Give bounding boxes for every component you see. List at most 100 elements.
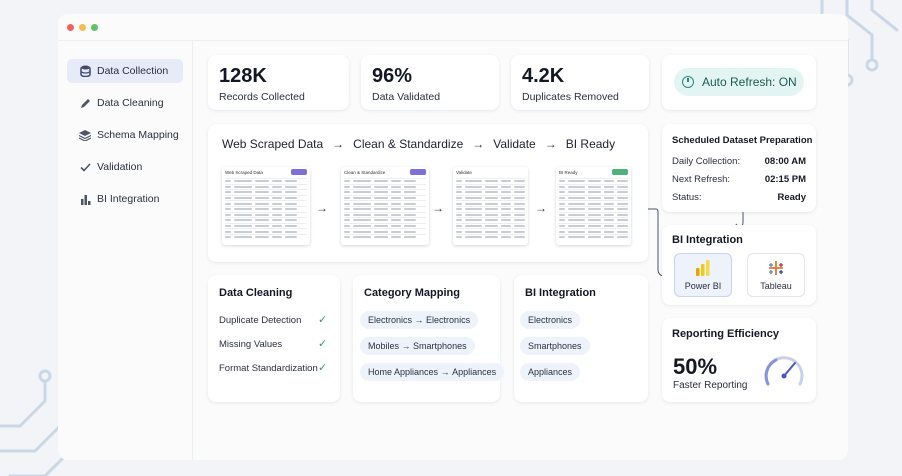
thumbnail-row xyxy=(456,183,525,190)
auto-refresh-toggle[interactable]: Auto Refresh: ON xyxy=(674,68,804,96)
thumbnail-bi-ready: BI Ready xyxy=(556,167,631,245)
thumbnail-row xyxy=(456,205,525,212)
thumbnail-row xyxy=(559,178,628,184)
sidebar-item-validation[interactable]: Validation xyxy=(67,155,183,179)
sidebar-item-schema-mapping[interactable]: Schema Mapping xyxy=(67,123,183,147)
stat-label: Duplicates Removed xyxy=(522,91,619,103)
thumbnail-table xyxy=(222,178,310,240)
thumbnail-row xyxy=(456,217,525,223)
thumbnail-row xyxy=(225,178,307,184)
stat-card-records: 128K Records Collected xyxy=(208,55,349,110)
status-value: Ready xyxy=(777,192,806,203)
stat-card-validated: 96% Data Validated xyxy=(361,55,499,110)
power-bi-button[interactable]: Power BI xyxy=(674,253,732,297)
pipeline-card: Web Scraped Data → Clean & Standardize →… xyxy=(208,124,648,262)
card-title: Data Cleaning xyxy=(219,287,293,299)
arrow-right-icon: → xyxy=(440,367,450,377)
status-badge xyxy=(291,169,307,175)
scheduled-dataset-card: Scheduled Dataset Preparation Daily Coll… xyxy=(662,124,816,212)
thumbnail-title: Clean & Standardize xyxy=(344,170,386,175)
pipeline-step: BI Ready xyxy=(565,137,616,151)
stat-value: 96% xyxy=(372,65,413,87)
app-window: Data Collection Data Cleaning Schema Map… xyxy=(58,14,848,460)
thumbnail-title: Validate xyxy=(456,170,472,175)
stat-label: Records Collected xyxy=(219,91,305,103)
bi-category-chip: Electronics xyxy=(520,311,581,329)
check-icon: ✓ xyxy=(318,314,328,326)
bi-integration-categories-card: BI Integration Electronics Smartphones A… xyxy=(514,275,648,402)
thumbnail-row xyxy=(559,217,628,223)
close-window-button[interactable] xyxy=(67,24,74,31)
thumbnail-row xyxy=(456,200,525,206)
status-badge xyxy=(410,169,426,175)
sidebar-item-label: Data Collection xyxy=(97,65,169,77)
titlebar-divider xyxy=(58,40,848,41)
thumbnail-row xyxy=(456,228,525,234)
arrow-right-icon: → xyxy=(535,201,547,215)
pipeline-step: Validate xyxy=(493,137,536,151)
schedule-label: Status: xyxy=(672,192,702,203)
thumbnail-row xyxy=(456,194,525,201)
schedule-row: Next Refresh: 02:15 PM xyxy=(672,174,806,185)
schedule-row: Daily Collection: 08:00 AM xyxy=(672,156,806,167)
efficiency-value: 50% xyxy=(673,354,718,379)
thumbnail-row xyxy=(344,222,426,229)
thumbnail-row xyxy=(559,228,628,234)
thumbnail-row xyxy=(559,222,628,229)
mapping-chip: Electronics → Electronics xyxy=(360,311,479,329)
schedule-label: Next Refresh: xyxy=(672,174,731,185)
sidebar-item-data-cleaning[interactable]: Data Cleaning xyxy=(67,91,183,115)
bi-integration-tools-card: BI Integration Power BI Tableau xyxy=(662,225,816,305)
pen-icon xyxy=(77,98,93,109)
efficiency-label: Faster Reporting xyxy=(673,380,748,391)
bi-category-chip: Appliances xyxy=(520,363,581,381)
layers-icon xyxy=(77,129,93,141)
thumbnail-title: Web Scraped Data xyxy=(225,170,263,175)
mapping-from: Home Appliances xyxy=(368,367,439,377)
thumbnail-row xyxy=(344,211,426,218)
cleaning-item: Missing Values xyxy=(219,339,283,350)
sidebar-item-label: Validation xyxy=(97,161,143,173)
schedule-row: Status: Ready xyxy=(672,192,806,203)
thumbnail-row xyxy=(344,183,426,190)
maximize-window-button[interactable] xyxy=(91,24,98,31)
thumbnail-row xyxy=(225,233,307,240)
thumbnail-row xyxy=(225,211,307,218)
card-title: Category Mapping xyxy=(364,287,460,299)
auto-refresh-card: Auto Refresh: ON xyxy=(662,55,816,110)
thumbnail-row xyxy=(344,194,426,201)
check-icon: ✓ xyxy=(318,338,328,350)
sidebar-item-label: Schema Mapping xyxy=(97,129,179,141)
thumbnail-row xyxy=(456,211,525,218)
thumbnail-clean-standardize: Clean & Standardize xyxy=(341,167,429,245)
mapping-from: Electronics xyxy=(368,315,413,325)
thumbnail-table xyxy=(341,178,429,240)
check-icon: ✓ xyxy=(318,362,328,374)
tool-label: Power BI xyxy=(684,281,722,291)
thumbnail-row xyxy=(456,178,525,184)
thumbnail-row xyxy=(456,222,525,229)
category-mapping-card: Category Mapping Electronics → Electroni… xyxy=(353,275,505,402)
thumbnail-row xyxy=(559,233,628,240)
mapping-from: Mobiles xyxy=(368,341,400,351)
thumbnail-row xyxy=(225,183,307,190)
bar-chart-icon xyxy=(77,194,93,205)
sidebar-item-label: BI Integration xyxy=(97,193,160,205)
thumbnail-table xyxy=(556,178,631,240)
sidebar-item-bi-integration[interactable]: BI Integration xyxy=(67,187,183,211)
thumbnail-row xyxy=(344,228,426,234)
power-bi-icon xyxy=(696,260,710,276)
arrow-right-icon: → xyxy=(432,201,444,215)
clock-icon xyxy=(682,76,694,88)
sidebar: Data Collection Data Cleaning Schema Map… xyxy=(58,41,193,460)
stat-value: 4.2K xyxy=(522,65,565,87)
data-cleaning-card: Data Cleaning Duplicate Detection ✓ Miss… xyxy=(208,275,340,402)
thumbnail-row xyxy=(344,178,426,184)
sidebar-item-data-collection[interactable]: Data Collection xyxy=(67,59,183,83)
pipeline-steps: Web Scraped Data → Clean & Standardize →… xyxy=(222,137,615,151)
thumbnail-row xyxy=(456,189,525,195)
tableau-button[interactable]: Tableau xyxy=(747,253,805,297)
auto-refresh-label: Auto Refresh: ON xyxy=(702,75,797,89)
stat-label: Data Validated xyxy=(372,91,441,103)
minimize-window-button[interactable] xyxy=(79,24,86,31)
